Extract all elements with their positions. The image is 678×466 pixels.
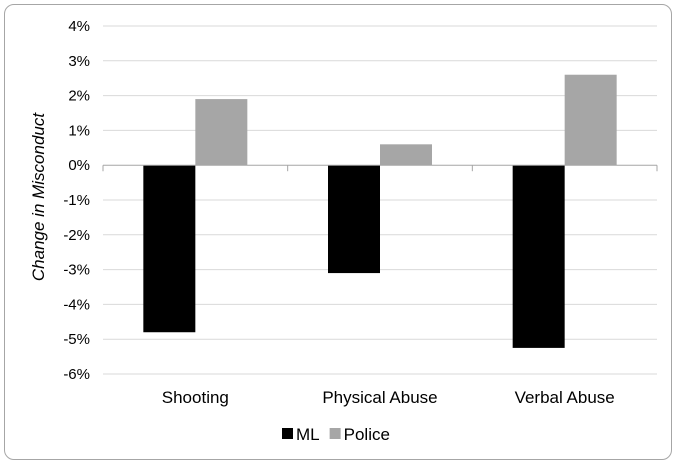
category-label: Physical Abuse (322, 388, 437, 407)
y-tick-label: 2% (68, 88, 90, 105)
y-tick-label: 0% (68, 157, 90, 174)
legend-label-ml: ML (296, 425, 320, 444)
y-tick-label: 3% (68, 53, 90, 70)
y-tick-label: -3% (63, 262, 90, 279)
y-tick-label: 4% (68, 18, 90, 35)
legend-swatch-ml (282, 428, 293, 439)
y-tick-label: -4% (63, 296, 90, 313)
bar-police-shooting (195, 99, 248, 166)
category-label: Verbal Abuse (515, 388, 615, 407)
bar-ml-physical-abuse (328, 165, 380, 274)
y-tick-label: 1% (68, 122, 90, 139)
bar-ml-verbal-abuse (512, 165, 565, 348)
category-label: Shooting (162, 388, 229, 407)
bar-ml-shooting (143, 165, 196, 333)
bars (143, 74, 617, 348)
legend-label-police: Police (344, 425, 390, 444)
y-tick-label: -5% (63, 331, 90, 348)
y-tick-label: -6% (63, 366, 90, 383)
bar-police-physical-abuse (380, 144, 432, 166)
x-axis (102, 164, 658, 172)
y-tick-label: -2% (63, 227, 90, 244)
bar-police-verbal-abuse (564, 74, 617, 166)
y-tick-labels: 4% 3% 2% 1% 0% -1% -2% -3% -4% -5% -6% (63, 18, 90, 383)
y-axis-label: Change in Misconduct (29, 112, 48, 281)
y-tick-label: -1% (63, 192, 90, 209)
legend: ML Police (282, 425, 390, 444)
legend-swatch-police (329, 428, 341, 439)
category-labels: Shooting Physical Abuse Verbal Abuse (162, 388, 615, 407)
